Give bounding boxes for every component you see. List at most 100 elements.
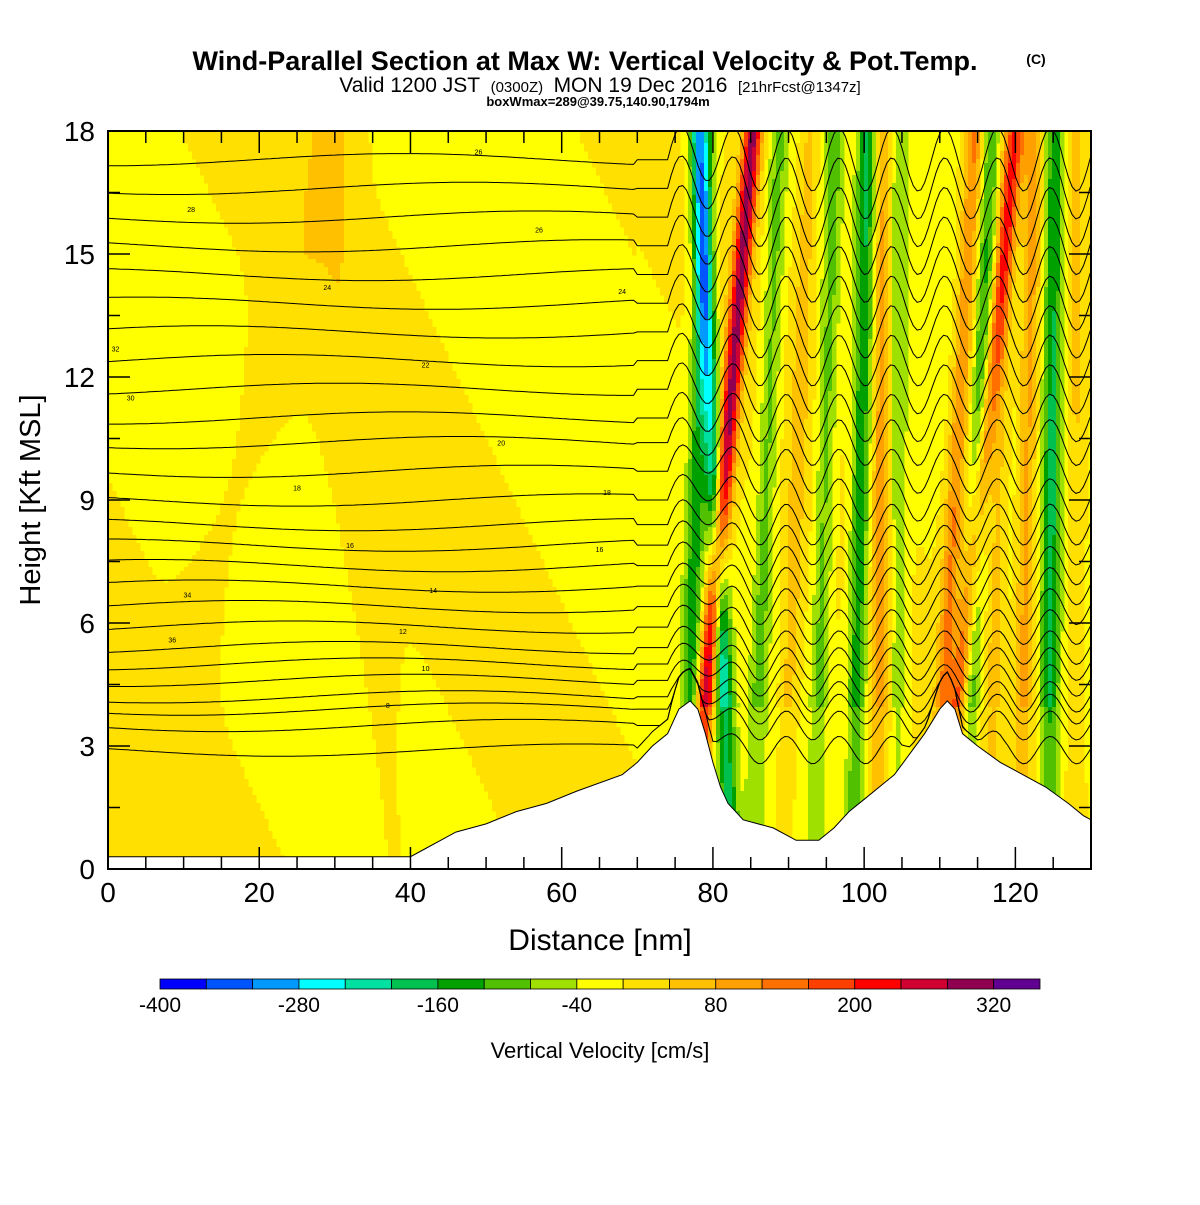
velocity-cell bbox=[284, 167, 289, 172]
velocity-cell bbox=[188, 679, 193, 684]
velocity-cell bbox=[200, 563, 205, 568]
velocity-cell bbox=[156, 627, 161, 632]
velocity-cell bbox=[244, 135, 249, 140]
velocity-cell bbox=[128, 571, 133, 576]
velocity-cell bbox=[208, 651, 213, 656]
velocity-cell bbox=[268, 159, 273, 164]
velocity-cell bbox=[296, 315, 301, 320]
velocity-cell bbox=[268, 207, 273, 212]
velocity-cell bbox=[224, 747, 229, 752]
velocity-cell bbox=[204, 559, 209, 564]
velocity-cell bbox=[296, 347, 301, 352]
velocity-cell bbox=[136, 587, 141, 592]
velocity-cell bbox=[268, 359, 273, 364]
velocity-cell bbox=[112, 567, 117, 572]
velocity-cell bbox=[136, 611, 141, 616]
velocity-cell bbox=[216, 675, 221, 680]
velocity-cell bbox=[316, 171, 321, 176]
velocity-cell bbox=[332, 299, 337, 304]
velocity-cell bbox=[316, 203, 321, 208]
velocity-cell bbox=[268, 347, 273, 352]
velocity-cell bbox=[208, 743, 213, 748]
velocity-cell bbox=[192, 751, 197, 756]
velocity-cell bbox=[184, 631, 189, 636]
velocity-cell bbox=[340, 223, 345, 228]
velocity-cell bbox=[308, 271, 313, 276]
velocity-cell bbox=[256, 419, 261, 424]
velocity-cell bbox=[172, 595, 177, 600]
velocity-cell bbox=[212, 575, 217, 580]
velocity-cell bbox=[216, 667, 221, 672]
velocity-cell bbox=[192, 663, 197, 668]
velocity-cell bbox=[232, 199, 237, 204]
velocity-cell bbox=[268, 423, 273, 428]
velocity-cell bbox=[152, 651, 157, 656]
velocity-cell bbox=[336, 507, 341, 512]
velocity-cell bbox=[156, 723, 161, 728]
velocity-cell bbox=[188, 739, 193, 744]
velocity-cell bbox=[332, 471, 337, 476]
velocity-cell bbox=[128, 659, 133, 664]
velocity-cell bbox=[220, 571, 225, 576]
velocity-cell bbox=[224, 807, 229, 812]
velocity-cell bbox=[116, 811, 121, 816]
velocity-cell bbox=[304, 203, 309, 208]
velocity-cell bbox=[116, 719, 121, 724]
velocity-cell bbox=[148, 575, 153, 580]
velocity-cell bbox=[328, 183, 333, 188]
velocity-cell bbox=[312, 231, 317, 236]
velocity-cell bbox=[120, 663, 125, 668]
velocity-cell bbox=[316, 187, 321, 192]
velocity-cell bbox=[120, 591, 125, 596]
velocity-cell bbox=[268, 311, 273, 316]
velocity-cell bbox=[252, 439, 257, 444]
velocity-cell bbox=[212, 783, 217, 788]
velocity-cell bbox=[140, 675, 145, 680]
velocity-cell bbox=[328, 195, 333, 200]
velocity-cell bbox=[320, 415, 325, 420]
velocity-cell bbox=[224, 779, 229, 784]
velocity-cell bbox=[280, 223, 285, 228]
velocity-cell bbox=[204, 719, 209, 724]
velocity-cell bbox=[120, 631, 125, 636]
velocity-cell bbox=[224, 583, 229, 588]
velocity-cell bbox=[188, 795, 193, 800]
velocity-cell bbox=[204, 843, 209, 848]
velocity-cell bbox=[140, 607, 145, 612]
velocity-cell bbox=[140, 731, 145, 736]
velocity-cell bbox=[148, 583, 153, 588]
velocity-cell bbox=[156, 739, 161, 744]
velocity-cell bbox=[200, 135, 205, 140]
velocity-cell bbox=[152, 723, 157, 728]
velocity-cell bbox=[152, 743, 157, 748]
velocity-cell bbox=[136, 719, 141, 724]
velocity-cell bbox=[172, 803, 177, 808]
velocity-cell bbox=[328, 259, 333, 264]
velocity-cell bbox=[156, 639, 161, 644]
velocity-cell bbox=[192, 583, 197, 588]
velocity-cell bbox=[140, 575, 145, 580]
velocity-cell bbox=[272, 179, 277, 184]
velocity-cell bbox=[128, 599, 133, 604]
velocity-cell bbox=[340, 195, 345, 200]
velocity-cell bbox=[252, 155, 257, 160]
velocity-cell bbox=[280, 179, 285, 184]
velocity-cell bbox=[272, 423, 277, 428]
velocity-cell bbox=[312, 331, 317, 336]
velocity-cell bbox=[124, 527, 129, 532]
velocity-cell bbox=[208, 775, 213, 780]
velocity-cell bbox=[116, 531, 121, 536]
velocity-cell bbox=[224, 499, 229, 504]
velocity-cell bbox=[244, 799, 249, 804]
velocity-cell bbox=[236, 435, 241, 440]
velocity-cell bbox=[248, 439, 253, 444]
velocity-cell bbox=[136, 659, 141, 664]
velocity-cell bbox=[236, 455, 241, 460]
velocity-cell bbox=[244, 359, 249, 364]
velocity-cell bbox=[304, 399, 309, 404]
velocity-cell bbox=[336, 359, 341, 364]
velocity-cell bbox=[248, 239, 253, 244]
velocity-cell bbox=[216, 763, 221, 768]
velocity-cell bbox=[220, 195, 225, 200]
velocity-cell bbox=[152, 735, 157, 740]
